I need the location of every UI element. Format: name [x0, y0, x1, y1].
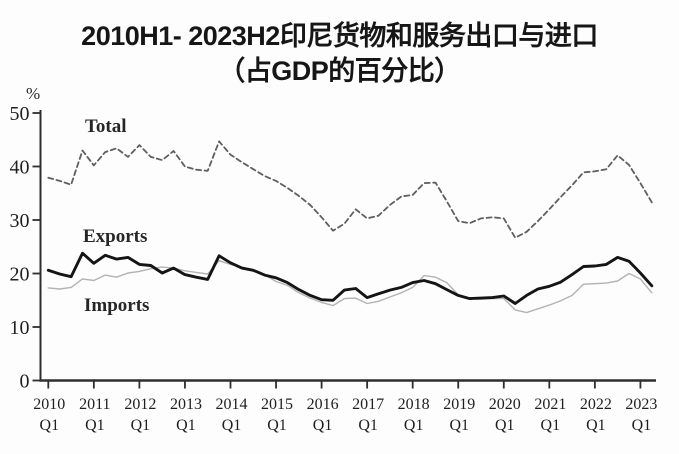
series-label-total: Total	[85, 116, 127, 137]
chart-title-line2: （占GDP的百分比）	[218, 56, 461, 86]
x-tick-year-label: 2014	[215, 396, 247, 413]
x-tick-year-label: 2019	[443, 396, 475, 413]
series-label-imports: Imports	[84, 295, 150, 316]
x-tick-quarter-label: Q1	[222, 417, 242, 434]
y-tick-label: 10	[10, 317, 30, 339]
x-tick-quarter-label: Q1	[541, 417, 561, 434]
y-axis-unit-label: %	[26, 84, 41, 103]
x-tick-year-label: 2012	[124, 396, 156, 413]
x-tick-year-label: 2023	[625, 396, 657, 413]
x-tick-year-label: 2013	[170, 396, 202, 413]
x-tick-year-label: 2021	[534, 396, 566, 413]
x-tick-year-label: 2015	[261, 396, 293, 413]
chart-title: 2010H1- 2023H2印尼货物和服务出口与进口 （占GDP的百分比）	[0, 19, 679, 89]
x-tick-year-label: 2016	[307, 396, 339, 413]
x-tick-quarter-label: Q1	[632, 417, 652, 434]
x-tick-year-label: 2020	[489, 396, 521, 413]
y-tick-label: 20	[10, 264, 30, 286]
imports-line	[47, 260, 653, 314]
chart-title-line1: 2010H1- 2023H2印尼货物和服务出口与进口	[81, 21, 598, 51]
y-tick-label: 0	[20, 371, 30, 393]
x-tick-quarter-label: Q1	[313, 417, 333, 434]
x-tick-quarter-label: Q1	[176, 417, 196, 434]
y-tick-label: 50	[10, 103, 30, 125]
x-tick-quarter-label: Q1	[85, 417, 105, 434]
y-tick-label: 30	[10, 210, 30, 232]
total-line	[47, 140, 653, 239]
x-tick-quarter-label: Q1	[358, 417, 378, 434]
x-tick-year-label: 2017	[352, 396, 384, 413]
x-tick-quarter-label: Q1	[131, 417, 151, 434]
x-tick-quarter-label: Q1	[40, 417, 60, 434]
x-tick-year-label: 2010	[33, 396, 65, 413]
x-tick-year-label: 2011	[79, 396, 110, 413]
x-tick-year-label: 2022	[580, 396, 612, 413]
series-label-exports: Exports	[83, 226, 148, 247]
exports-line	[46, 251, 654, 305]
x-tick-quarter-label: Q1	[495, 417, 515, 434]
x-tick-quarter-label: Q1	[267, 417, 287, 434]
x-tick-quarter-label: Q1	[404, 417, 424, 434]
x-tick-year-label: 2018	[398, 396, 430, 413]
y-tick-label: 40	[10, 157, 30, 179]
x-tick-quarter-label: Q1	[586, 417, 606, 434]
x-tick-quarter-label: Q1	[449, 417, 469, 434]
